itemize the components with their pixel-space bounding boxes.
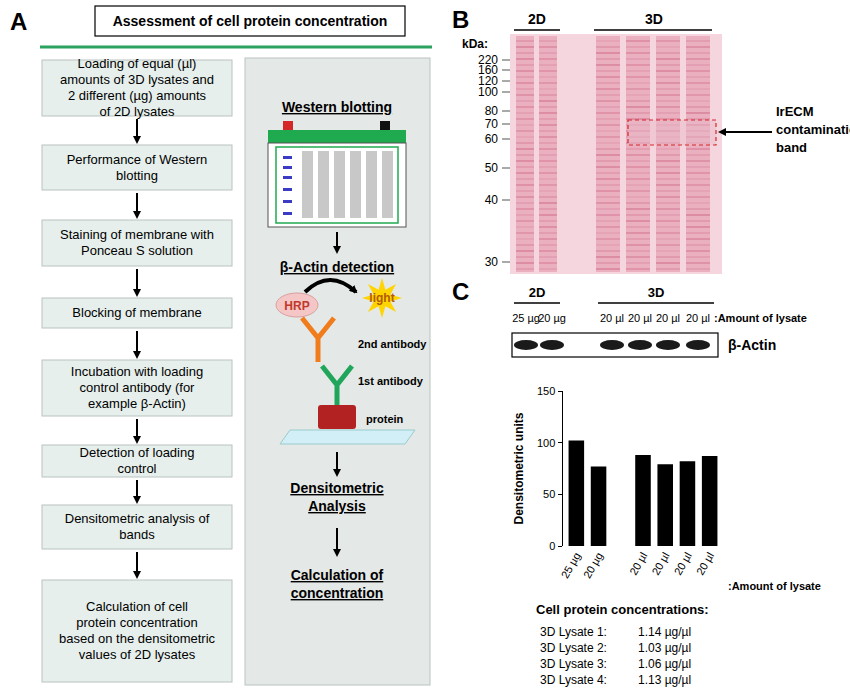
svg-text:1.14 µg/µl: 1.14 µg/µl <box>638 625 691 639</box>
svg-text:3D Lysate 2:: 3D Lysate 2: <box>540 641 607 655</box>
svg-text:protein: protein <box>366 413 404 425</box>
svg-text:1.06 µg/µl: 1.06 µg/µl <box>638 657 691 671</box>
svg-text:3D Lysate 4:: 3D Lysate 4: <box>540 673 607 687</box>
svg-text:A: A <box>10 8 27 35</box>
svg-text:kDa:: kDa: <box>462 37 488 51</box>
svg-text:Densitometric: Densitometric <box>290 480 384 496</box>
svg-text:example β-Actin): example β-Actin) <box>88 396 186 411</box>
svg-text:20 µl: 20 µl <box>627 550 649 577</box>
svg-text:values of 2D lysates: values of 2D lysates <box>79 647 196 662</box>
svg-text:bands: bands <box>119 527 155 542</box>
svg-text:C: C <box>452 278 469 305</box>
svg-text:3D Lysate 1:: 3D Lysate 1: <box>540 625 607 639</box>
svg-text:concentration: concentration <box>291 585 384 601</box>
svg-text:20 µg: 20 µg <box>538 312 566 324</box>
svg-text:Densitometric units: Densitometric units <box>512 412 526 524</box>
svg-text:Blocking of membrane: Blocking of membrane <box>72 305 201 320</box>
svg-text:50: 50 <box>543 488 555 500</box>
svg-text:Calculation of cell: Calculation of cell <box>86 599 188 614</box>
svg-text:20 µg: 20 µg <box>581 550 605 580</box>
svg-text:Staining of membrane with: Staining of membrane with <box>60 227 214 242</box>
svg-text:β-Actin: β-Actin <box>728 337 776 353</box>
svg-text::Amount of lysate: :Amount of lysate <box>714 312 807 324</box>
svg-text:3D Lysate 3:: 3D Lysate 3: <box>540 657 607 671</box>
svg-text:25 µg: 25 µg <box>559 550 583 580</box>
svg-text:70: 70 <box>485 117 499 131</box>
svg-text:2D: 2D <box>528 11 546 27</box>
svg-text:3D: 3D <box>648 285 665 300</box>
svg-text:Analysis: Analysis <box>308 498 366 514</box>
svg-text:100: 100 <box>478 85 498 99</box>
svg-text:2D: 2D <box>529 285 546 300</box>
svg-text:Ponceau S solution: Ponceau S solution <box>81 243 193 258</box>
svg-text:20 µl: 20 µl <box>600 312 624 324</box>
svg-text:Performance of Western: Performance of Western <box>67 152 208 167</box>
svg-text:control antibody (for: control antibody (for <box>80 380 196 395</box>
svg-text:2nd antibody: 2nd antibody <box>358 338 427 350</box>
svg-text:amounts of 3D lysates and: amounts of 3D lysates and <box>60 72 214 87</box>
svg-text:120: 120 <box>478 74 498 88</box>
svg-text:150: 150 <box>537 385 555 397</box>
svg-text:band: band <box>776 140 807 155</box>
svg-text:Western blotting: Western blotting <box>282 99 392 115</box>
svg-text:20 µl: 20 µl <box>628 312 652 324</box>
svg-text:Loading of equal (µl): Loading of equal (µl) <box>78 56 197 71</box>
svg-text:Incubation with loading: Incubation with loading <box>71 364 203 379</box>
svg-text::Amount of lysate: :Amount of lysate <box>728 580 821 592</box>
svg-text:1st antibody: 1st antibody <box>358 375 424 387</box>
svg-text:protein concentration: protein concentration <box>76 615 197 630</box>
svg-text:control: control <box>117 461 156 476</box>
svg-text:of 2D lysates: of 2D lysates <box>99 104 175 119</box>
svg-text:100: 100 <box>537 437 555 449</box>
svg-text:IrECM: IrECM <box>776 104 814 119</box>
svg-text:60: 60 <box>485 132 499 146</box>
svg-text:220: 220 <box>478 53 498 67</box>
svg-text:B: B <box>452 6 469 33</box>
svg-text:3D: 3D <box>645 11 663 27</box>
svg-text:30: 30 <box>485 255 499 269</box>
svg-text:1.03 µg/µl: 1.03 µg/µl <box>638 641 691 655</box>
svg-text:20 µl: 20 µl <box>649 550 671 577</box>
svg-text:25 µg: 25 µg <box>512 312 540 324</box>
svg-text:β-Actin detection: β-Actin detection <box>280 259 394 275</box>
svg-text:20 µl: 20 µl <box>686 312 710 324</box>
svg-text:light: light <box>369 291 394 305</box>
svg-text:50: 50 <box>485 161 499 175</box>
svg-text:20 µl: 20 µl <box>672 550 694 577</box>
svg-text:Detection of loading: Detection of loading <box>80 445 195 460</box>
svg-text:HRP: HRP <box>284 299 309 313</box>
svg-text:based on the densitometric: based on the densitometric <box>59 631 216 646</box>
svg-text:2 different (µg) amounts: 2 different (µg) amounts <box>68 88 207 103</box>
svg-text:Calculation of: Calculation of <box>291 567 384 583</box>
svg-text:20 µl: 20 µl <box>694 550 716 577</box>
svg-text:Densitometric analysis of: Densitometric analysis of <box>65 511 210 526</box>
svg-text:1.13 µg/µl: 1.13 µg/µl <box>638 673 691 687</box>
svg-text:0: 0 <box>549 540 555 552</box>
svg-text:80: 80 <box>485 104 499 118</box>
svg-text:40: 40 <box>485 193 499 207</box>
svg-text:Cell protein concentrations:: Cell protein concentrations: <box>536 602 709 617</box>
svg-text:20 µl: 20 µl <box>656 312 680 324</box>
svg-text:blotting: blotting <box>116 168 158 183</box>
svg-text:contamination: contamination <box>776 122 850 137</box>
svg-text:160: 160 <box>478 63 498 77</box>
svg-text:Assessment of cell protein con: Assessment of cell protein concentration <box>113 13 388 29</box>
